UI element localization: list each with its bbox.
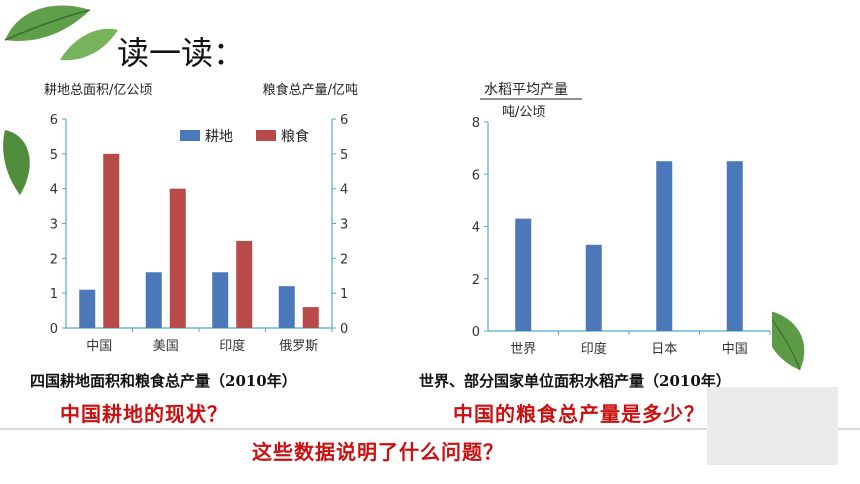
chart-1-ytick-right-label: 1 (340, 287, 348, 302)
chart-1-bar (278, 286, 295, 328)
chart-1-bar (145, 272, 162, 328)
chart-1-xtick-label: 美国 (153, 339, 179, 354)
chart-2-caption: 世界、部分国家单位面积水稻产量（2010年） (419, 372, 731, 390)
chart-2-ytick-label: 4 (472, 221, 480, 236)
chart-1-ylabel-right: 粮食总产量/亿吨 (263, 82, 358, 98)
chart-1-ytick-left-label: 2 (50, 252, 58, 267)
chart-1-ytick-left-label: 1 (50, 287, 58, 302)
gray-box-decoration (707, 387, 838, 465)
chart-1-ytick-left-label: 5 (50, 148, 58, 163)
chart-1-ytick-right-label: 2 (340, 252, 348, 267)
chart-2-xtick-label: 日本 (651, 342, 677, 357)
chart-2-ytick-label: 6 (472, 168, 480, 183)
chart-2-ytick-label: 8 (472, 116, 480, 131)
chart-2-panel: 水稻平均产量 吨/公顷 0 2 4 6 8 世界 印度 日本 中国 (452, 72, 772, 364)
chart-1-legend-label: 粮食 (281, 128, 309, 145)
chart-2-bar (515, 218, 532, 331)
chart-1-panel: 耕地总面积/亿公顷 粮食总产量/亿吨 0 0 1 1 2 2 3 3 4 4 5 5 6 6 中国 美国 印度 俄罗斯… (38, 72, 368, 364)
chart-1-bar (169, 188, 186, 328)
chart-2-bar (585, 244, 602, 331)
question-3: 这些数据说明了什么问题？ (252, 440, 504, 464)
chart-2-xtick-label: 世界 (510, 342, 536, 357)
chart-1-ytick-right-label: 0 (340, 322, 348, 337)
chart-1-bar (79, 289, 96, 328)
chart-1-ytick-left-label: 6 (50, 113, 58, 128)
chart-2-ytick-label: 0 (472, 325, 480, 340)
chart-1-xtick-label: 俄罗斯 (279, 339, 318, 354)
chart-2-ylabel: 水稻平均产量 (484, 82, 568, 98)
chart-2-bar (656, 161, 673, 331)
chart-1-ytick-left-label: 0 (50, 322, 58, 337)
chart-1-ytick-right-label: 4 (340, 183, 348, 198)
chart-2-xtick-label: 中国 (722, 342, 748, 357)
divider-line (0, 428, 860, 430)
chart-1-ytick-right-label: 3 (340, 218, 348, 233)
chart-1-ytick-right-label: 5 (340, 148, 348, 163)
chart-1-ytick-left-label: 3 (50, 218, 58, 233)
leaf-decoration-top-left (4, 5, 118, 61)
chart-1-caption: 四国耕地面积和粮食总产量（2010年） (30, 372, 297, 390)
chart-1-legend-swatch (180, 130, 200, 141)
chart-1-svg: 耕地总面积/亿公顷 粮食总产量/亿吨 0 0 1 1 2 2 3 3 4 4 5 5 6 6 中国 美国 印度 俄罗斯… (44, 82, 358, 354)
chart-1-legend-label: 耕地 (205, 128, 233, 145)
page-title: 读一读： (117, 34, 246, 72)
question-2: 中国的粮食总产量是多少？ (453, 402, 705, 426)
chart-1-xtick-label: 中国 (86, 339, 112, 354)
chart-1-ytick-left-label: 4 (50, 183, 58, 198)
chart-1-ylabel-left: 耕地总面积/亿公顷 (44, 82, 152, 98)
chart-2-yunit: 吨/公顷 (502, 105, 545, 120)
chart-1-legend-swatch (256, 130, 276, 141)
chart-1-bar (212, 272, 229, 328)
chart-1-bar (103, 153, 120, 328)
chart-2-bar (726, 161, 743, 331)
chart-1-bar (302, 307, 319, 328)
chart-2-xtick-label: 印度 (581, 341, 607, 357)
chart-1-ytick-right-label: 6 (340, 113, 348, 128)
leaf-decoration-left (3, 130, 30, 195)
chart-1-xtick-label: 印度 (219, 338, 245, 354)
chart-1-bar (236, 240, 253, 328)
question-1: 中国耕地的现状？ (60, 402, 228, 426)
chart-2-ytick-label: 2 (472, 273, 480, 288)
